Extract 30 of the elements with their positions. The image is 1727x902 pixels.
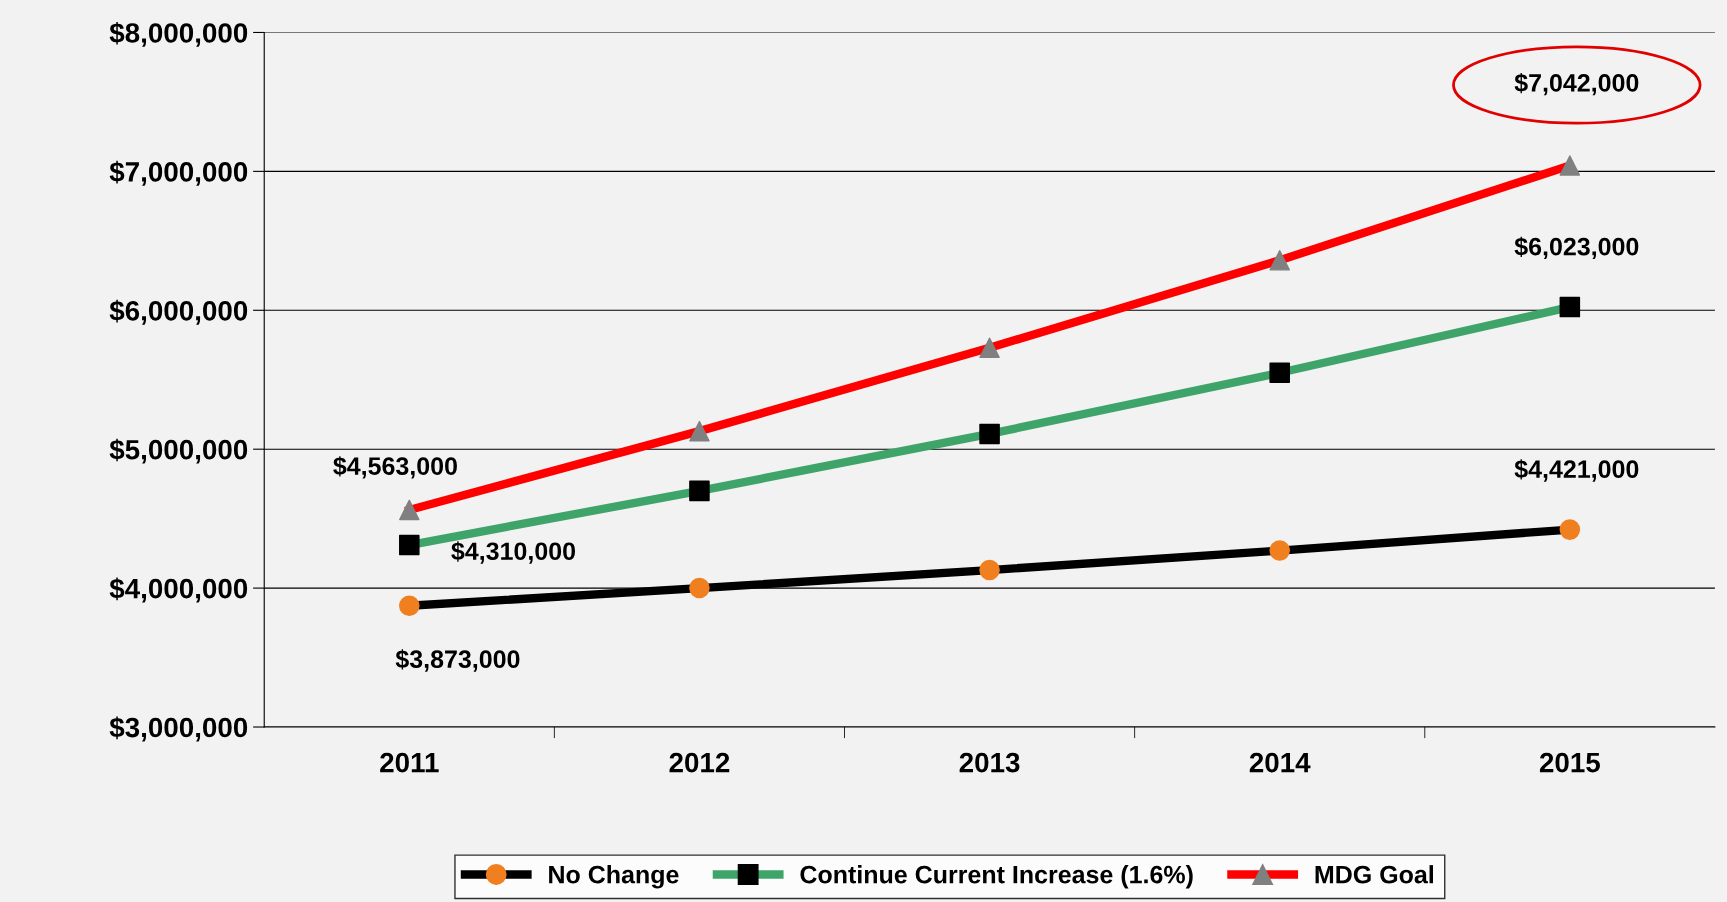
annotation: $7,042,000	[1514, 72, 1639, 96]
x-tick-label: 2011	[380, 752, 439, 773]
point	[689, 420, 710, 442]
point	[1269, 250, 1290, 271]
point	[1559, 296, 1581, 318]
y-tick-label: $6,000,000	[109, 299, 248, 325]
point	[399, 534, 420, 556]
legend-label: Continue Current Increase (1.6%)	[800, 865, 1193, 889]
point	[979, 337, 1000, 359]
annotation: $6,023,000	[1514, 236, 1639, 260]
y-tick-label: $4,000,000	[109, 577, 248, 603]
point	[979, 423, 1000, 445]
annotation: $4,310,000	[451, 541, 576, 564]
y-tick-label: $8,000,000	[109, 21, 248, 47]
x-tick-label: 2014	[1249, 752, 1311, 773]
y-tick-label: $3,000,000	[109, 716, 248, 742]
y-tick-label: $7,000,000	[109, 160, 248, 186]
y-tick-label: $5,000,000	[109, 438, 248, 464]
legend-label: No Change	[549, 865, 679, 889]
legend-label: MDG Goal	[1315, 865, 1433, 884]
x-tick-label: 2013	[959, 752, 1020, 773]
x-tick-label: 2012	[669, 752, 730, 773]
point	[1269, 362, 1290, 384]
annotation: $4,421,000	[1514, 459, 1639, 482]
point	[1559, 155, 1581, 176]
annotation: $3,873,000	[395, 649, 520, 672]
point	[689, 480, 710, 502]
annotation: $4,563,000	[333, 456, 457, 479]
point	[399, 499, 420, 521]
x-tick-label: 2015	[1539, 752, 1600, 773]
